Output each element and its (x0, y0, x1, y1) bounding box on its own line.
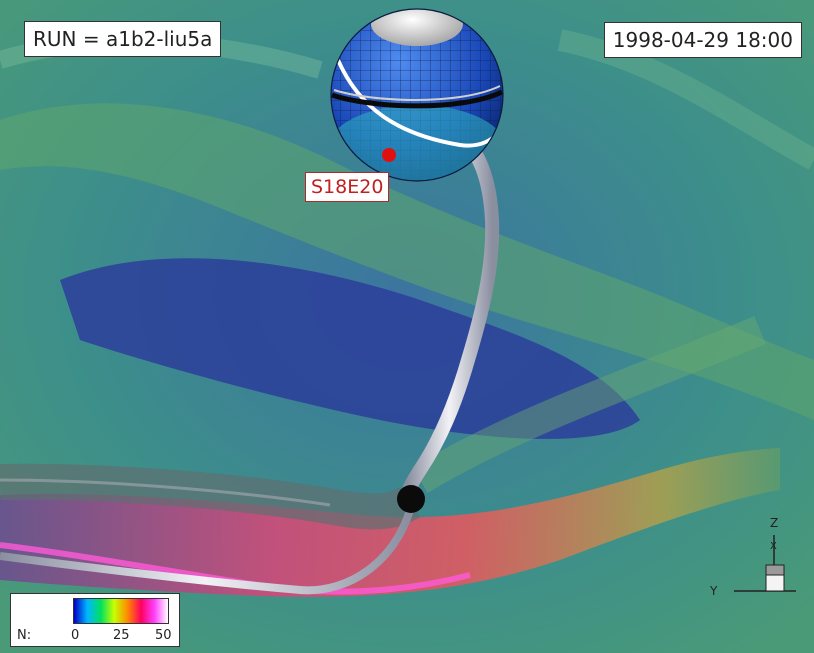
sun-sphere (330, 8, 504, 182)
low-density-cavity (60, 258, 640, 439)
flux-rope-lower-tube (0, 508, 414, 595)
axes-triad: Z X Y (709, 516, 796, 598)
y-axis-label: Y (709, 584, 718, 598)
colorbar-tick: 25 (113, 628, 130, 643)
green-wave-right (557, 29, 814, 170)
z-axis-label: Z (770, 516, 778, 530)
colorbar-tick: 0 (71, 628, 80, 643)
source-location-label: S18E20 (305, 172, 390, 202)
flux-rope-tube (400, 123, 500, 505)
sun-equator-band (331, 89, 503, 109)
x-axis-label: X (770, 541, 777, 552)
colorbar-variable-label: N: (17, 628, 32, 643)
colorbar-legend: N: 0 25 50 (10, 593, 180, 647)
earth-marker (397, 485, 425, 513)
colorbar-tick: 50 (155, 628, 172, 643)
colorbar-gradient (73, 598, 169, 624)
green-wave-upper (0, 103, 814, 420)
run-label: RUN = a1b2-liu5a (24, 21, 222, 57)
green-shock-front (412, 316, 766, 493)
sun-polar-cap (371, 9, 463, 46)
source-region-marker (382, 148, 396, 162)
timestamp-label: 1998-04-29 18:00 (603, 22, 802, 58)
flux-rope-upper-edge (0, 478, 331, 507)
